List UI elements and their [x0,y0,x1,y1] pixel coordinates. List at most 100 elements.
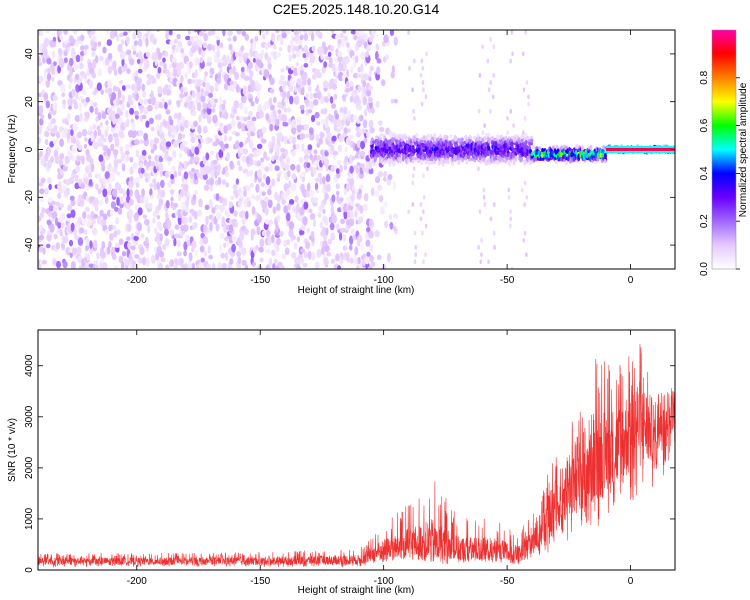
spectrogram-cell-1485 [255,183,260,193]
spectrogram-cell-143 [58,203,65,208]
spectrogram-cell-2130 [349,172,354,180]
spectrogram-cell-1500 [256,213,261,220]
spectrogram-cell-433 [98,199,103,206]
spectrogram-cell-58 [44,138,49,146]
spectrogram-cell-743 [145,120,150,128]
spectrogram-cell-1198 [210,170,216,178]
spectrogram-cell-2046 [339,164,343,173]
spectrogram-cell-657 [135,230,141,237]
spectrogram-cell-33 [38,75,44,83]
spectrogram-cell-2376 [422,87,425,93]
spectrogram-cell-1024 [187,78,193,85]
spectrogram-cell-2409 [489,80,493,85]
spectrogram-cell-689 [138,129,144,137]
spectrogram-cell-2053 [337,55,343,63]
spectrogram-cell-2410 [492,73,495,78]
spectrogram-cell-3242 [482,148,486,153]
spectrogram-cell-1135 [199,56,204,64]
spectrogram-cell-2399 [487,259,490,265]
spectrogram-cell-993 [185,234,190,241]
spectrogram-cell-1481 [255,244,259,251]
spectrogram-cell-2129 [348,177,355,187]
spectrogram-cell-1570 [267,199,273,209]
spectrogram-cell-252 [70,50,77,60]
spectrogram-cell-1365 [233,100,240,109]
spectrogram-cell-1835 [304,133,310,139]
spectrogram-cell-1159 [206,263,211,269]
spectrogram-cell-117 [52,101,58,111]
spectrogram-cell-376 [88,32,92,40]
spectrogram-cell-1535 [261,200,268,210]
spectrogram-cell-122 [52,36,57,42]
spectrogram-cell-410 [94,106,99,116]
spectrogram-cell-75 [48,183,52,191]
spectrogram-cell-1412 [243,198,249,208]
spectrogram-cell-254 [72,30,78,35]
spectrogram-cell-2118 [346,42,350,48]
spectrogram-cell-1875 [309,53,316,64]
spectrogram-cell-2443 [525,80,529,85]
spectrogram-cell-3149 [468,138,472,145]
spectrogram-cell-1017 [186,190,190,197]
spectrogram-cell-2089 [343,106,348,115]
spectrogram-cell-1383 [238,102,244,110]
spectrogram-cell-918 [172,150,177,158]
spectrogram-cell-774 [150,90,154,99]
spectrogram-cell-704 [140,167,145,174]
spectrogram-cell-266 [74,114,81,123]
spectrogram-cell-717 [143,172,148,177]
colorbar: 0.0 0.2 0.4 0.6 0.8 Normalized spectral ampl… [699,29,749,276]
spectrogram-cell-1901 [316,121,321,126]
spectrogram-cell-260 [74,174,79,183]
spectrogram-cell-2345 [413,259,417,265]
spectrogram-cell-1071 [191,78,196,84]
spectrogram-cell-89 [49,223,55,233]
spectrogram-cell-135 [55,131,61,139]
spectrogram-cell-2469 [371,151,375,156]
spectrogram-cell-1317 [231,265,235,269]
spectrogram-cell-881 [167,156,173,162]
spectrogram-cell-653 [132,32,137,40]
spectrogram-cell-706 [139,139,144,144]
spectrogram-cell-614 [126,68,131,75]
spectrogram-cell-969 [180,258,184,265]
spectrogram-cell-1937 [322,176,326,185]
spectrogram-cell-2413 [489,37,492,42]
spectrogram-cell-710 [139,98,144,105]
spectrogram-cell-1793 [301,175,305,183]
spectrogram-cell-1498 [256,226,261,236]
spectrogram-cell-540 [116,171,121,176]
colorbar-tick-label-1: 0.2 [699,214,710,228]
spectrogram-cell-1153 [202,76,207,83]
spectrogram-cell-1572 [268,184,272,190]
spectrogram-cell-855 [165,264,170,269]
spectrogram-cell-3331 [494,141,498,147]
spectrogram-cell-1228 [215,211,222,220]
spectrogram-cell-3214 [478,155,482,161]
spectrogram-cell-1737 [290,126,297,135]
spectrogram-cell-2003 [330,30,335,34]
spectrogram-cell-3305 [490,135,494,141]
spectrogram-cell-656 [133,235,139,241]
spectrogram-cell-792 [153,137,160,144]
spectrogram-cell-2216 [359,150,366,157]
spectrogram-cell-1095 [194,69,198,79]
spectrogram-cell-1247 [219,204,225,213]
spectrogram-cell-3454 [511,147,515,152]
spectrogram-cell-1235 [215,138,220,145]
spectrogram-cell-813 [156,113,162,121]
spectrogram-cell-74 [47,197,53,203]
spectrogram-cell-2690 [404,136,408,140]
spectrogram-cell-2431 [523,202,527,207]
spectrogram-cell-1694 [286,187,291,196]
spectrogram-cell-1566 [268,257,273,267]
spectrogram-cell-2441 [527,94,530,100]
spectrogram-cell-455 [101,164,106,172]
spectrogram-cell-1617 [273,43,277,50]
spectrogram-cell-953 [177,170,182,177]
spectrogram-cell-31 [38,105,44,114]
spectrogram-cell-987 [180,74,184,83]
spectrogram-cell-1820 [301,77,307,86]
spectrogram-cell-3174 [473,135,477,139]
